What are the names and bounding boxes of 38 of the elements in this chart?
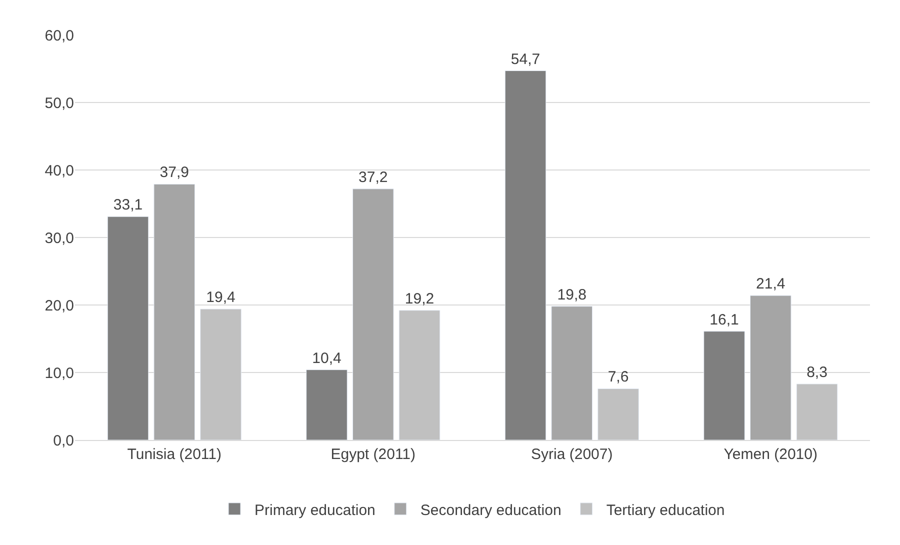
y-tick-label: 30,0	[44, 230, 74, 247]
data-label: 54,7	[510, 50, 540, 68]
bar	[796, 384, 838, 440]
bar	[306, 370, 348, 440]
data-label: 10,4	[312, 350, 342, 367]
data-label: 33,1	[113, 196, 143, 214]
data-label: 21,4	[756, 276, 786, 293]
data-label: 7,6	[608, 368, 629, 386]
bar	[398, 310, 440, 440]
data-label: 37,9	[160, 164, 189, 182]
bar	[200, 308, 242, 440]
data-label: 19,8	[557, 286, 586, 304]
bar	[551, 306, 593, 440]
y-tick-label: 20,0	[44, 297, 74, 314]
data-label: 19,4	[206, 289, 236, 306]
x-tick-label: Tunisia (2011)	[127, 446, 222, 463]
y-tick-label: 50,0	[44, 94, 74, 112]
bar	[704, 331, 745, 440]
x-tick-label: Syria (2007)	[531, 446, 613, 463]
bar	[504, 70, 546, 440]
data-label: 37,2	[358, 168, 388, 186]
legend-label: Secondary education	[420, 502, 562, 519]
bar	[107, 216, 149, 440]
bar	[750, 295, 792, 440]
bar	[598, 388, 639, 440]
y-tick-label: 40,0	[44, 162, 74, 180]
data-label: 8,3	[806, 364, 828, 381]
y-tick-label: 10,0	[44, 364, 74, 382]
bar	[352, 188, 394, 440]
y-tick-label: 60,0	[44, 27, 74, 44]
y-tick-label: 0,0	[53, 432, 74, 450]
x-tick-label: Yemen (2010)	[724, 446, 818, 463]
data-label: 19,2	[404, 290, 434, 308]
legend-label: Primary education	[254, 502, 376, 519]
bar	[154, 184, 196, 440]
data-label: 16,1	[710, 311, 739, 328]
x-tick-label: Egypt (2011)	[330, 446, 416, 463]
legend-label: Tertiary education	[606, 502, 725, 519]
